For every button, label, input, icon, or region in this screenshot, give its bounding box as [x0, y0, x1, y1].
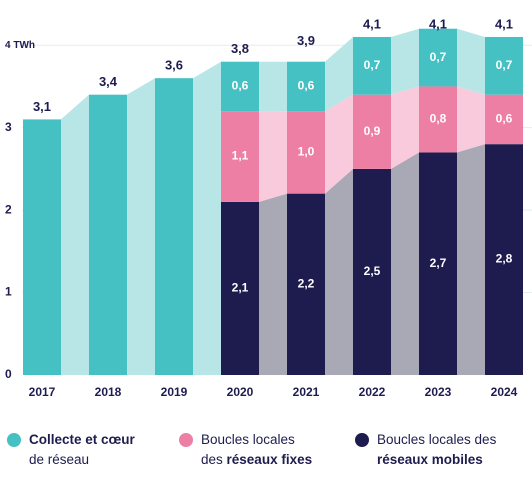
connector: [391, 152, 419, 375]
bar-segment: [485, 144, 523, 375]
total-label: 3,9: [297, 33, 315, 48]
bar-segment: [221, 111, 259, 202]
bar-segment: [221, 61, 259, 112]
value-label: 0,8: [430, 112, 447, 126]
bar-segment: [419, 152, 457, 375]
y-tick-label: 4 TWh: [5, 40, 35, 51]
value-label: 0,7: [364, 58, 381, 72]
y-tick-label: 2: [5, 202, 12, 216]
legend-label: Collecte et cœur: [29, 432, 136, 447]
legend-label: Boucles locales: [201, 432, 295, 447]
x-tick-label: 2020: [227, 385, 254, 399]
connector: [193, 61, 221, 376]
value-label: 2,8: [496, 252, 513, 266]
bar-segment: [485, 36, 523, 95]
total-label: 4,1: [495, 16, 513, 31]
value-label: 0,9: [364, 124, 381, 138]
total-label: 3,6: [165, 58, 183, 73]
connector: [325, 168, 353, 375]
connector: [61, 94, 89, 376]
value-label: 2,7: [430, 256, 447, 270]
connector: [259, 193, 287, 375]
legend-label: des réseaux fixes: [201, 452, 312, 467]
connector: [457, 28, 485, 95]
legend-text: Collecte et cœur: [29, 432, 136, 447]
bar-segment: [221, 201, 259, 375]
bar-segment: [353, 36, 391, 95]
bar: [89, 94, 127, 376]
total-label: 4,1: [363, 16, 381, 31]
y-tick-label: 1: [5, 285, 12, 299]
value-label: 0,6: [298, 79, 315, 93]
connector: [457, 86, 485, 153]
bar-segment: [419, 86, 457, 153]
bar-segment: [287, 111, 325, 194]
bar: [23, 119, 61, 375]
legend-text: Boucles locales des: [377, 432, 497, 447]
value-label: 1,1: [232, 149, 249, 163]
value-label: 0,7: [496, 58, 513, 72]
connector: [391, 28, 419, 95]
legend-text: réseaux mobiles: [377, 452, 483, 467]
bar-segment: [353, 168, 391, 375]
x-tick-label: 2021: [293, 385, 320, 399]
legend-marker: [355, 433, 369, 447]
connector: [259, 61, 287, 112]
x-tick-label: 2023: [425, 385, 452, 399]
connector: [325, 36, 353, 112]
x-tick-label: 2024: [491, 385, 518, 399]
value-label: 2,1: [232, 281, 249, 295]
value-label: 2,2: [298, 276, 315, 290]
y-tick-label: 3: [5, 120, 12, 134]
total-label: 3,8: [231, 41, 249, 56]
total-label: 4,1: [429, 16, 447, 31]
legend-text: des: [201, 452, 227, 467]
legend-label: Boucles locales des: [377, 432, 497, 447]
connector: [391, 86, 419, 169]
value-label: 2,5: [364, 264, 381, 278]
legend-label: de réseau: [29, 452, 89, 467]
value-label: 1,0: [298, 145, 315, 159]
connector: [127, 78, 155, 376]
bar-segment: [353, 94, 391, 169]
connector: [259, 111, 287, 202]
legend-label: réseaux mobiles: [377, 452, 483, 467]
bar-segment: [287, 193, 325, 375]
connector: [457, 144, 485, 375]
legend-text: réseaux fixes: [227, 452, 313, 467]
y-tick-label: 0: [5, 367, 12, 381]
x-tick-label: 2022: [359, 385, 386, 399]
bar-segment: [485, 94, 523, 145]
legend-marker: [7, 433, 21, 447]
connector: [325, 94, 353, 194]
legend-text: de réseau: [29, 452, 89, 467]
bar-segment: [419, 28, 457, 87]
x-tick-label: 2017: [29, 385, 56, 399]
value-label: 0,6: [496, 112, 513, 126]
value-label: 0,7: [430, 50, 447, 64]
total-label: 3,1: [33, 99, 51, 114]
x-tick-label: 2018: [95, 385, 122, 399]
legend-text: Boucles locales: [201, 432, 295, 447]
value-label: 0,6: [232, 79, 249, 93]
bar: [155, 78, 193, 376]
bar-segment: [287, 61, 325, 112]
legend-marker: [179, 433, 193, 447]
total-label: 3,4: [99, 74, 118, 89]
x-tick-label: 2019: [161, 385, 188, 399]
